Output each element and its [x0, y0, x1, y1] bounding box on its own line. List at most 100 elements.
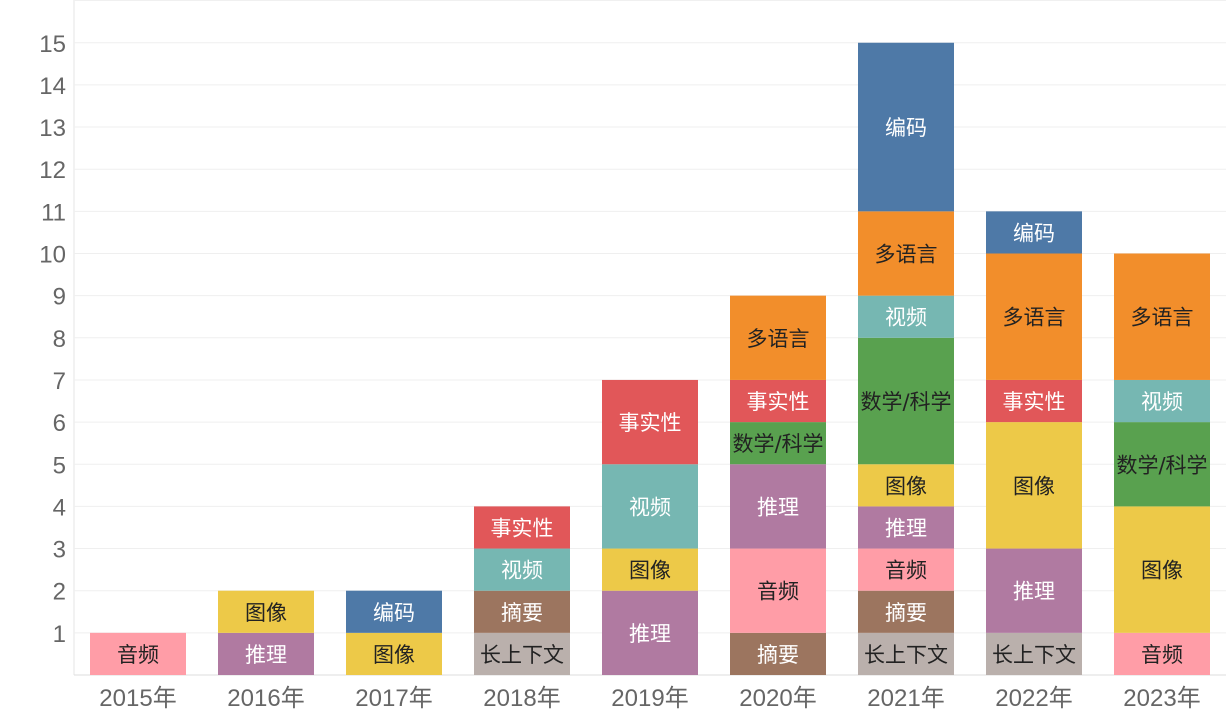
segment-label: 多语言 [747, 327, 810, 351]
bar-segment [858, 632, 954, 675]
segment-label: 摘要 [501, 601, 543, 625]
bar-segment [986, 211, 1082, 254]
segment-label: 图像 [629, 559, 671, 583]
y-tick-label: 11 [41, 199, 66, 226]
segment-label: 推理 [885, 516, 927, 540]
segment-label: 编码 [1013, 221, 1055, 245]
bar-segment [858, 337, 954, 465]
segment-label: 图像 [245, 601, 287, 625]
segment-label: 视频 [885, 306, 927, 330]
bar-segment [858, 548, 954, 591]
bar-segment [218, 632, 314, 675]
segment-label: 视频 [501, 559, 543, 583]
bar-segment [858, 506, 954, 549]
y-tick-label: 13 [39, 115, 66, 142]
bar-segment [90, 632, 186, 675]
segment-label: 音频 [1141, 643, 1183, 667]
bar-segment [986, 422, 1082, 549]
y-tick-label: 10 [39, 242, 66, 269]
y-tick-label: 12 [39, 157, 66, 184]
bar-segment [474, 506, 570, 549]
bar-segment [1114, 632, 1210, 675]
x-tick-label: 2017年 [355, 685, 432, 712]
y-tick-label: 14 [39, 73, 66, 100]
x-tick-label: 2022年 [995, 685, 1072, 712]
segment-label: 音频 [885, 559, 927, 583]
bar-segment [858, 295, 954, 338]
y-tick-label: 2 [53, 579, 66, 606]
segment-label: 数学/科学 [732, 432, 823, 456]
bar-segment [858, 211, 954, 296]
bar-segment [986, 253, 1082, 380]
y-tick-label: 9 [53, 284, 66, 311]
segment-label: 图像 [1141, 559, 1183, 583]
segment-label: 事实性 [747, 390, 810, 414]
bar-segment [730, 632, 826, 675]
y-tick-label: 5 [53, 452, 66, 479]
y-tick-label: 7 [53, 368, 66, 395]
x-axis: 2015年 2016年 2017年 2018年 2019年 2020年 2021年 2022年… [99, 685, 1200, 712]
segment-label: 编码 [373, 601, 415, 625]
x-tick-label: 2020年 [739, 685, 816, 712]
bar-segment [1114, 506, 1210, 633]
segment-label: 摘要 [757, 643, 799, 667]
y-tick-label: 15 [39, 31, 66, 58]
segment-label: 编码 [885, 116, 927, 140]
bar-segment [986, 379, 1082, 423]
y-tick-label: 8 [53, 326, 66, 353]
bar-segment [474, 632, 570, 675]
segment-label: 事实性 [1003, 390, 1066, 414]
y-tick-label: 6 [53, 410, 66, 437]
bar-segment [730, 295, 826, 380]
bar-segment [858, 590, 954, 633]
bar-segment [602, 464, 698, 549]
segment-label: 多语言 [875, 243, 938, 267]
segment-label: 长上下文 [992, 643, 1076, 667]
bar-segment [858, 42, 954, 212]
segment-label: 事实性 [619, 411, 682, 435]
segment-label: 推理 [629, 622, 671, 646]
bar-segment [730, 422, 826, 465]
segment-label: 图像 [885, 474, 927, 498]
bar-segment [602, 548, 698, 591]
y-tick-label: 1 [53, 621, 66, 648]
x-tick-label: 2023年 [1123, 685, 1200, 712]
segment-label: 图像 [373, 643, 415, 667]
x-tick-label: 2018年 [483, 685, 560, 712]
bar-segment [858, 464, 954, 507]
bar-segment [602, 379, 698, 465]
segment-label: 推理 [1013, 580, 1055, 604]
bar-segment [1114, 379, 1210, 423]
bar-segment [602, 590, 698, 675]
bar-segment [1114, 253, 1210, 380]
y-tick-label: 4 [53, 494, 66, 521]
x-tick-label: 2021年 [867, 685, 944, 712]
segment-label: 多语言 [1003, 306, 1066, 330]
x-tick-label: 2019年 [611, 685, 688, 712]
x-tick-label: 2015年 [99, 685, 176, 712]
segment-label: 音频 [117, 643, 159, 667]
bar-segment [474, 590, 570, 633]
segment-label: 数学/科学 [860, 390, 951, 414]
bar-segment [346, 632, 442, 675]
segment-label: 视频 [629, 495, 671, 519]
bar-segment [730, 379, 826, 423]
bar-segment [986, 632, 1082, 675]
segment-label: 视频 [1141, 390, 1183, 414]
bar-segment [218, 590, 314, 633]
segment-label: 事实性 [491, 516, 554, 540]
segment-label: 图像 [1013, 474, 1055, 498]
x-tick-label: 2016年 [227, 685, 304, 712]
segment-label: 推理 [245, 643, 287, 667]
bar-segment [474, 548, 570, 591]
bar-segment [986, 548, 1082, 633]
bar-segment [346, 590, 442, 633]
y-tick-label: 3 [53, 537, 66, 564]
bar-segment [1114, 422, 1210, 507]
segment-label: 长上下文 [864, 643, 948, 667]
segment-label: 摘要 [885, 601, 927, 625]
segment-label: 多语言 [1131, 306, 1194, 330]
bar-segment [730, 464, 826, 549]
